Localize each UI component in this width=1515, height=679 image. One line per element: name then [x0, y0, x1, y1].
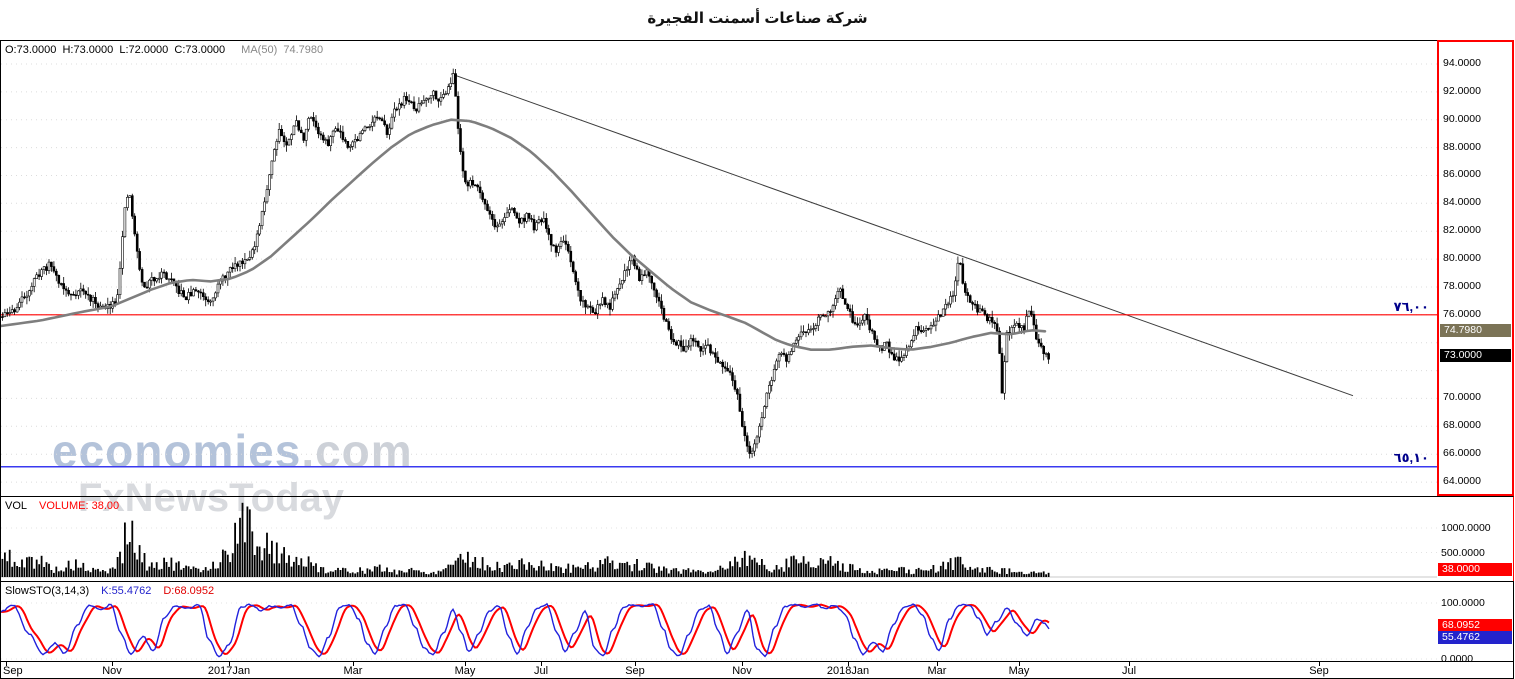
time-axis-tick — [465, 662, 466, 666]
stochastic-d-value: D:68.0952 — [163, 585, 215, 597]
time-axis-label: Nov — [732, 665, 752, 677]
sto-k-badge: 55.4762 — [1438, 631, 1512, 644]
ma-price-badge: 74.7980 — [1440, 324, 1511, 337]
support-level-label: ٦٥,١٠ — [1393, 450, 1429, 465]
volume-tick-label: 500.0000 — [1441, 547, 1485, 559]
candlestick-chart[interactable] — [1, 41, 1437, 496]
sto-k-line — [1, 602, 1050, 658]
volume-panel[interactable]: VOL VOLUME: 38.00 — [0, 496, 1437, 581]
time-axis-tick — [1319, 662, 1320, 666]
price-tick-label: 90.0000 — [1443, 113, 1481, 125]
time-axis-label: Jul — [1121, 665, 1137, 677]
time-axis-tick — [1129, 662, 1130, 666]
price-tick-label: 78.0000 — [1443, 280, 1481, 292]
time-axis-label: 2017Jan — [207, 665, 251, 677]
price-tick-label: 64.0000 — [1443, 475, 1481, 487]
candle-wicks — [2, 68, 1049, 459]
stochastic-panel[interactable]: SlowSTO(3,14,3) K:55.4762 D:68.0952 — [0, 581, 1437, 661]
ohlc-values: O:73.0000 H:73.0000 L:72.0000 C:73.0000 — [5, 44, 226, 56]
time-axis-label: Mar — [927, 665, 947, 677]
watermark-subtitle: FxNewsToday — [78, 476, 344, 520]
time-axis-label: Nov — [102, 665, 122, 677]
price-axis[interactable]: 94.0000 92.0000 90.0000 88.0000 86.0000 84.00… — [1437, 40, 1514, 496]
volume-indicator-name: VOL — [5, 500, 28, 512]
stochastic-k-value: K:55.4762 — [101, 585, 152, 597]
time-axis-tick — [6, 662, 7, 666]
price-tick-label: 80.0000 — [1443, 252, 1481, 264]
time-axis-label: Sep — [625, 665, 645, 677]
time-axis-tick — [541, 662, 542, 666]
time-axis-tick — [353, 662, 354, 666]
time-axis-label: Mar — [343, 665, 363, 677]
time-axis-tick — [937, 662, 938, 666]
volume-bars-chart[interactable] — [1, 497, 1437, 581]
time-axis-tick — [229, 662, 230, 666]
time-axis-tick — [848, 662, 849, 666]
ma50-line — [1, 118, 1047, 352]
time-axis-label: Sep — [1309, 665, 1329, 677]
ohlc-readout: O:73.0000 H:73.0000 L:72.0000 C:73.0000 M… — [5, 44, 323, 56]
price-tick-label: 66.0000 — [1443, 447, 1481, 459]
stochastic-readout: SlowSTO(3,14,3) K:55.4762 D:68.0952 — [5, 585, 214, 597]
time-axis-tick — [1019, 662, 1020, 666]
last-price-badge: 73.0000 — [1440, 349, 1511, 362]
time-axis-tick — [742, 662, 743, 666]
watermark: economies.com FxNewsToday — [52, 428, 413, 518]
price-chart-panel[interactable]: O:73.0000 H:73.0000 L:72.0000 C:73.0000 M… — [0, 40, 1437, 496]
time-axis[interactable]: Sep Nov 2017Jan Mar May Jul Sep Nov 2018Jan Mar Ma… — [0, 661, 1437, 679]
stochastic-chart[interactable] — [1, 582, 1437, 661]
chart-title: شركة صناعات أسمنت الفجيرة — [647, 10, 868, 27]
trendline — [450, 73, 1354, 397]
price-tick-label: 68.0000 — [1443, 419, 1481, 431]
time-axis-label: May — [1008, 665, 1030, 677]
price-tick-label: 92.0000 — [1443, 85, 1481, 97]
price-tick-label: 86.0000 — [1443, 168, 1481, 180]
price-tick-label: 82.0000 — [1443, 224, 1481, 236]
sto-d-line — [1, 603, 1050, 656]
stochastic-indicator-name: SlowSTO(3,14,3) — [5, 585, 90, 597]
axis-corner — [1437, 661, 1514, 679]
price-tick-label: 94.0000 — [1443, 57, 1481, 69]
time-axis-label: May — [454, 665, 476, 677]
stochastic-axis: 100.0000 0.0000 68.0952 55.4762 — [1437, 581, 1514, 665]
resistance-level-label: ٧٦,٠٠ — [1393, 299, 1429, 314]
last-volume-badge: 38.0000 — [1438, 563, 1512, 576]
time-axis-label: Jul — [533, 665, 549, 677]
time-axis-label: 2018Jan — [826, 665, 870, 677]
sto-tick-label: 100.0000 — [1441, 597, 1485, 609]
price-tick-label: 84.0000 — [1443, 196, 1481, 208]
price-tick-label: 88.0000 — [1443, 141, 1481, 153]
price-tick-label: 76.0000 — [1443, 308, 1481, 320]
time-axis-tick — [635, 662, 636, 666]
time-axis-label: Sep — [3, 665, 23, 677]
volume-tick-label: 1000.0000 — [1441, 522, 1491, 534]
sto-d-badge: 68.0952 — [1438, 619, 1512, 632]
volume-readout: VOL VOLUME: 38.00 — [5, 500, 119, 512]
price-tick-label: 70.0000 — [1443, 391, 1481, 403]
ma-readout: MA(50) 74.7980 — [241, 44, 324, 56]
volume-value: VOLUME: 38.00 — [39, 500, 120, 512]
time-axis-tick — [112, 662, 113, 666]
volume-axis: 1000.0000 500.0000 38.0000 — [1437, 496, 1514, 581]
